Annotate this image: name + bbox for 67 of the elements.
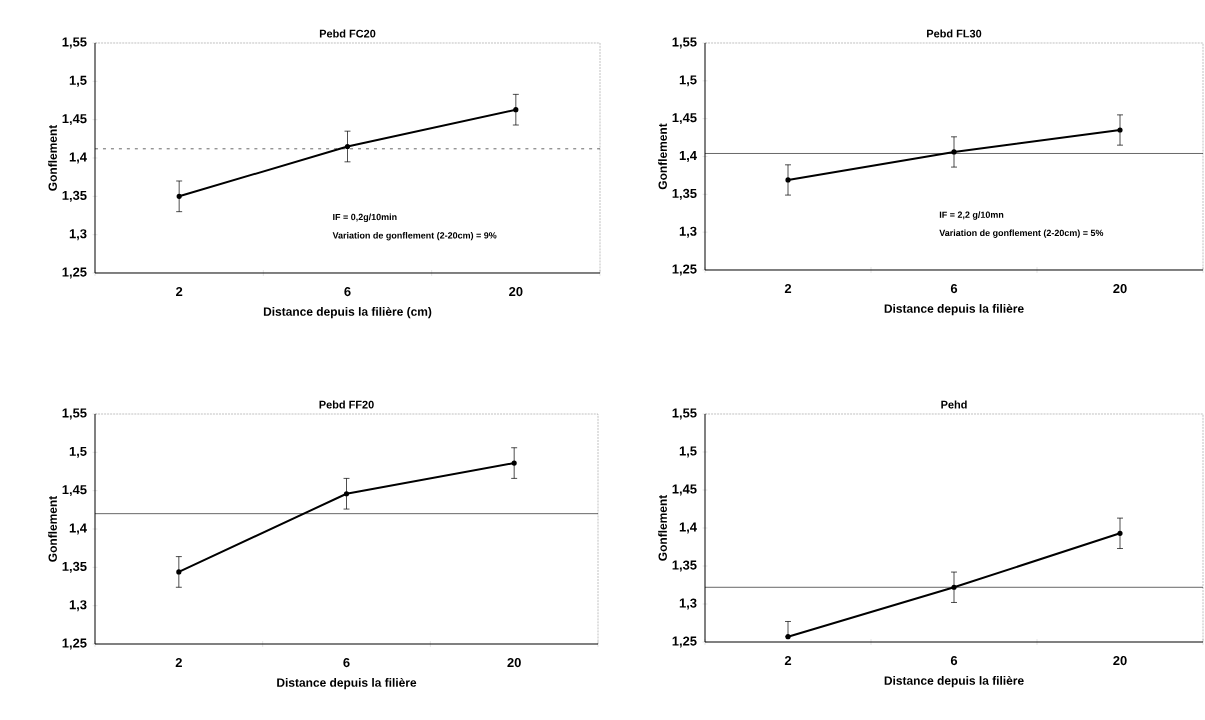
y-tick-label: 1,35	[62, 561, 87, 573]
y-axis-title: Gonflement	[658, 494, 667, 561]
y-tick-label: 1,25	[62, 267, 87, 279]
x-axis-title: Distance depuis la filière	[884, 675, 1024, 688]
x-tick-label: 20	[1113, 655, 1127, 666]
x-tick-label: 20	[509, 286, 523, 297]
y-tick-label: 1,55	[62, 408, 87, 420]
y-tick-label: 1,5	[679, 446, 697, 458]
point	[343, 491, 350, 497]
x-axis-title: Distance depuis la filière (cm)	[263, 306, 432, 319]
chart-title: Pebd FC20	[319, 29, 376, 38]
y-axis-title: Gonflement	[48, 495, 57, 562]
y-tick-label: 1,4	[679, 151, 697, 162]
y-tick-label: 1,45	[62, 485, 87, 497]
point	[951, 584, 957, 590]
y-tick-label: 1,45	[62, 114, 87, 126]
x-axis-title: Distance depuis la filière	[277, 677, 417, 690]
annotation: Variation de gonflement (2-20cm) = 5%	[939, 229, 1104, 238]
y-tick-label: 1,55	[672, 37, 697, 49]
x-tick-label: 6	[950, 283, 958, 294]
x-tick-label: 6	[343, 657, 350, 668]
x-tick-label: 20	[507, 657, 521, 668]
y-axis-title: Gonflement	[48, 124, 57, 191]
point	[1117, 530, 1123, 536]
y-tick-label: 1,4	[679, 522, 697, 534]
x-tick-label: 2	[784, 655, 792, 666]
x-tick-label: 6	[950, 655, 958, 666]
y-tick-label: 1,55	[62, 37, 87, 49]
point	[344, 143, 351, 150]
point	[785, 177, 791, 183]
y-tick-label: 1,35	[672, 560, 697, 572]
x-tick-label: 2	[175, 657, 182, 668]
y-tick-label: 1,5	[679, 75, 697, 87]
y-tick-label: 1,35	[672, 188, 697, 200]
y-tick-label: 1,3	[69, 600, 87, 612]
x-tick-label: 6	[344, 286, 351, 297]
point	[176, 569, 182, 575]
point	[176, 193, 182, 199]
point	[511, 460, 517, 466]
y-tick-label: 1,3	[679, 226, 697, 238]
y-tick-label: 1,3	[69, 229, 87, 241]
annotation: IF = 2,2 g/10mn	[939, 211, 1004, 220]
y-tick-label: 1,45	[672, 484, 697, 496]
y-axis-title: Gonflement	[658, 123, 667, 190]
x-tick-label: 2	[784, 283, 792, 294]
y-tick-label: 1,5	[69, 75, 87, 87]
y-tick-label: 1,5	[69, 446, 87, 458]
y-tick-label: 1,3	[679, 598, 697, 610]
y-tick-label: 1,4	[69, 152, 87, 164]
x-tick-label: 20	[1113, 283, 1127, 294]
chart-title: Pehd	[941, 400, 967, 409]
chart-title: Pebd FF20	[319, 400, 374, 409]
x-axis-title: Distance depuis la filière	[884, 303, 1024, 316]
annotation: Variation de gonflement (2-20cm) = 9%	[332, 231, 497, 241]
y-tick-label: 1,25	[672, 636, 697, 648]
point	[1117, 127, 1123, 133]
chart-title: Pebd FL30	[927, 29, 982, 38]
y-tick-label: 1,55	[672, 408, 697, 420]
y-tick-label: 1,45	[672, 113, 697, 125]
y-tick-label: 1,35	[62, 190, 87, 202]
y-tick-label: 1,25	[672, 264, 697, 276]
x-tick-label: 2	[176, 286, 183, 297]
point	[951, 149, 957, 155]
y-tick-label: 1,4	[69, 523, 87, 535]
annotation: IF = 0,2g/10min	[333, 213, 397, 222]
point	[513, 107, 519, 113]
y-tick-label: 1,25	[62, 638, 87, 650]
